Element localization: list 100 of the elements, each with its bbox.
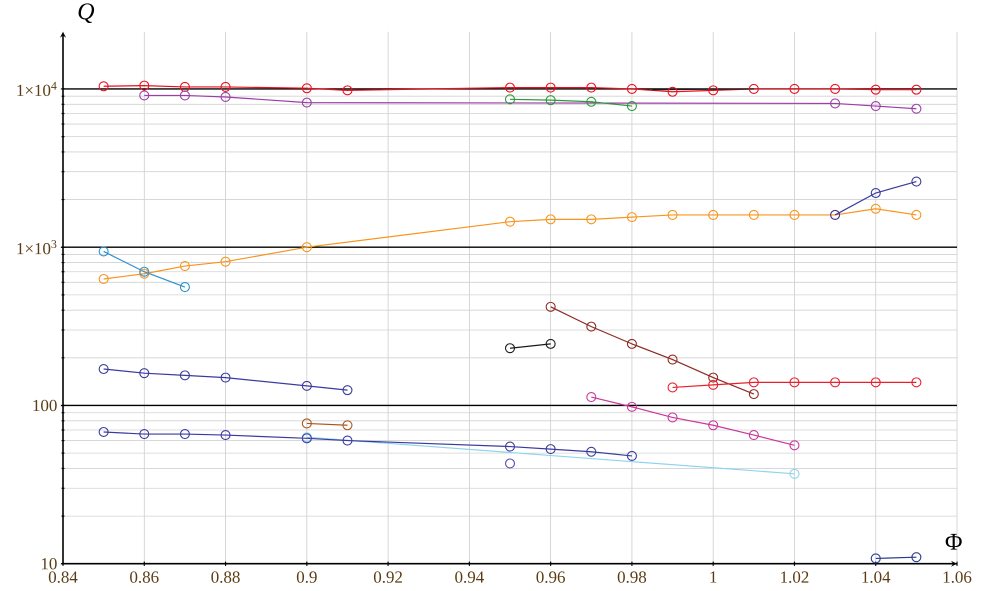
- point: [870, 188, 881, 198]
- point: [870, 101, 881, 112]
- point: [220, 430, 231, 440]
- point: [870, 377, 881, 388]
- point: [708, 420, 718, 430]
- point: [546, 338, 556, 350]
- point: [668, 86, 678, 97]
- point: [180, 429, 190, 440]
- point: [220, 92, 231, 102]
- point: [870, 84, 881, 95]
- x-tick-label: 0.92: [374, 571, 402, 583]
- y-tick-label: 1×10$^{3}$: [17, 240, 56, 254]
- point: [546, 95, 556, 106]
- point: [180, 261, 190, 272]
- x-tick-label: 1: [710, 571, 716, 583]
- point: [668, 354, 678, 365]
- point: [586, 96, 596, 107]
- point: [668, 210, 678, 220]
- point: [546, 82, 556, 93]
- x-tick-label: 0.84: [48, 571, 78, 583]
- point: [342, 385, 352, 396]
- point: [626, 101, 637, 112]
- point: [546, 214, 556, 225]
- point: [546, 302, 556, 312]
- point: [586, 214, 596, 225]
- point: [708, 85, 718, 96]
- point: [504, 458, 516, 469]
- point: [302, 98, 312, 108]
- point: [911, 552, 922, 562]
- point: [789, 210, 800, 220]
- point: [626, 212, 637, 222]
- point: [546, 444, 556, 454]
- point: [220, 82, 231, 92]
- point: [668, 382, 678, 393]
- point: [626, 338, 637, 350]
- point: [220, 372, 231, 383]
- point: [98, 246, 109, 257]
- x-tick-label: 0.86: [130, 571, 159, 583]
- point: [302, 83, 312, 94]
- point: [830, 377, 840, 388]
- x-tick-label: 0.98: [618, 571, 646, 583]
- point: [626, 84, 637, 94]
- x-tick-label: 1.06: [944, 571, 972, 583]
- point: [789, 440, 800, 450]
- y-tick-label: 10: [42, 558, 57, 570]
- y-axis-title: Q: [78, 3, 94, 24]
- point: [139, 80, 150, 91]
- point: [98, 364, 109, 374]
- point: [870, 554, 881, 564]
- point: [748, 430, 759, 440]
- point: [504, 216, 516, 227]
- point: [911, 210, 922, 220]
- point: [180, 90, 190, 101]
- point: [870, 204, 881, 214]
- point: [830, 98, 840, 109]
- x-tick-label: 0.88: [211, 571, 240, 583]
- point: [668, 412, 678, 423]
- point: [748, 389, 759, 400]
- point: [586, 82, 596, 93]
- point: [302, 380, 312, 392]
- point: [504, 94, 516, 104]
- point: [586, 392, 596, 402]
- y-tick-label: 1×10$^{4}$: [17, 82, 57, 96]
- point: [139, 368, 150, 378]
- point: [708, 210, 718, 220]
- y-tick-label: 100: [33, 400, 57, 412]
- point: [98, 427, 109, 438]
- point: [98, 81, 109, 92]
- point: [139, 429, 150, 440]
- point: [789, 84, 800, 94]
- point: [342, 420, 352, 430]
- point: [626, 451, 637, 462]
- point: [504, 82, 516, 93]
- x-tick-label: 1.02: [781, 571, 808, 583]
- point: [708, 380, 718, 390]
- point: [342, 85, 352, 96]
- point: [911, 84, 922, 95]
- x-axis-title: Φ: [946, 534, 962, 550]
- point: [586, 446, 596, 457]
- point: [302, 242, 312, 252]
- x-tick-label: 0.9: [296, 571, 317, 583]
- x-tick-label: 0.96: [536, 571, 565, 583]
- point: [220, 256, 231, 267]
- point: [180, 82, 190, 92]
- point: [748, 377, 759, 388]
- point: [911, 176, 922, 187]
- point: [302, 418, 312, 429]
- point: [911, 377, 922, 388]
- point: [586, 322, 596, 332]
- point: [139, 90, 150, 101]
- point: [626, 402, 637, 412]
- point: [748, 84, 759, 94]
- point: [708, 372, 718, 383]
- point: [98, 274, 109, 284]
- point: [748, 210, 759, 220]
- point: [789, 468, 800, 479]
- point: [789, 377, 800, 388]
- point: [180, 370, 190, 381]
- point: [504, 343, 516, 354]
- x-tick-label: 1.04: [862, 571, 890, 583]
